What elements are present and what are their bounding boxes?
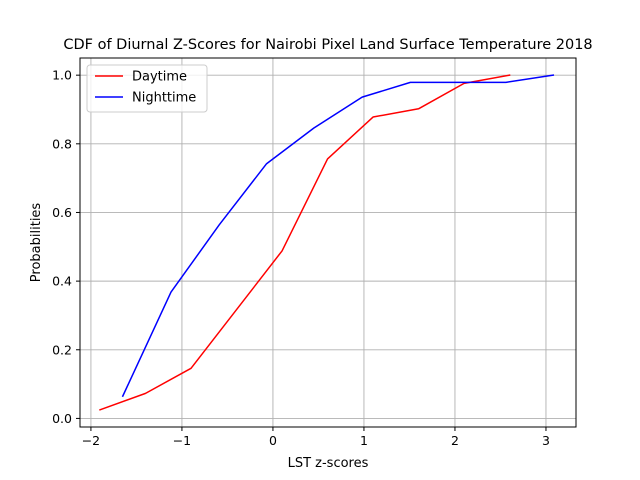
series-line-daytime [99, 74, 511, 411]
grid-lines [80, 58, 576, 427]
x-axis-label: LST z-scores [288, 456, 369, 471]
series-lines [99, 74, 555, 411]
legend-label-nighttime: Nighttime [132, 91, 196, 106]
y-tick-label: 0.6 [52, 205, 72, 220]
y-tick-label: 1.0 [52, 68, 72, 83]
x-tick-label: 3 [542, 433, 550, 448]
legend: Daytime Nighttime [86, 64, 208, 113]
x-tick-label: 0 [269, 433, 277, 448]
y-axis-label: Probabilities [29, 203, 44, 283]
x-axis-ticks: −2 −1 0 1 2 3 [82, 427, 550, 448]
x-tick-label: 2 [451, 433, 459, 448]
legend-label-daytime: Daytime [132, 70, 187, 85]
y-tick-label: 0.0 [52, 411, 72, 426]
y-tick-label: 0.2 [52, 342, 72, 357]
x-tick-label: −2 [82, 433, 100, 448]
x-tick-label: −1 [173, 433, 191, 448]
series-line-nighttime [121, 74, 555, 398]
y-axis-ticks: 0.0 0.2 0.4 0.6 0.8 1.0 [52, 68, 80, 426]
y-tick-label: 0.8 [52, 136, 72, 151]
x-tick-label: 1 [360, 433, 368, 448]
y-tick-label: 0.4 [52, 274, 72, 289]
plot-frame [79, 57, 577, 428]
chart-title: CDF of Diurnal Z-Scores for Nairobi Pixe… [63, 37, 592, 53]
